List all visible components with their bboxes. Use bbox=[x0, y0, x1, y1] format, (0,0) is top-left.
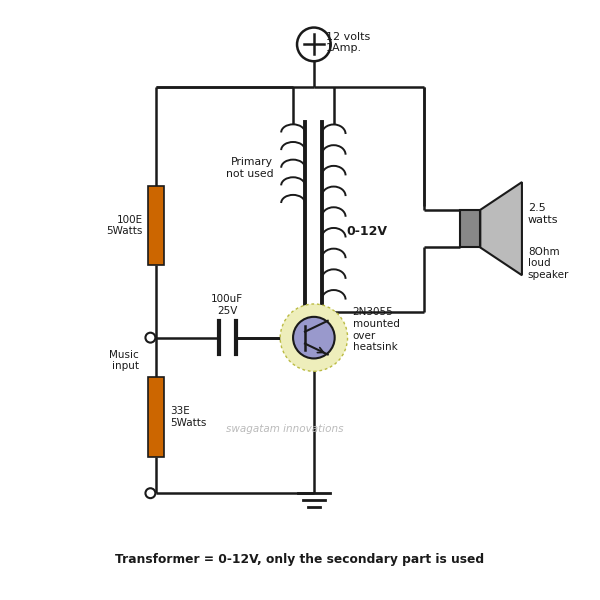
Polygon shape bbox=[481, 182, 522, 275]
Text: 8Ohm
loud
speaker: 8Ohm loud speaker bbox=[528, 247, 569, 280]
Text: 12 volts
1Amp.: 12 volts 1Amp. bbox=[326, 32, 370, 53]
Text: 0-12V: 0-12V bbox=[347, 225, 388, 238]
Bar bbox=[460, 210, 481, 247]
Bar bbox=[148, 377, 164, 457]
Text: Primary
not used: Primary not used bbox=[226, 157, 273, 179]
Circle shape bbox=[280, 304, 347, 371]
Text: Transformer = 0-12V, only the secondary part is used: Transformer = 0-12V, only the secondary … bbox=[115, 553, 485, 566]
Text: 100E
5Watts: 100E 5Watts bbox=[106, 215, 142, 236]
Text: 100uF
25V: 100uF 25V bbox=[211, 294, 243, 316]
Text: 2.5
watts: 2.5 watts bbox=[528, 203, 559, 224]
Bar bbox=[148, 186, 164, 265]
Circle shape bbox=[293, 317, 335, 358]
Text: 33E
5Watts: 33E 5Watts bbox=[170, 406, 206, 428]
Text: Music
input: Music input bbox=[109, 350, 139, 371]
Text: 2N3055
mounted
over
heatsink: 2N3055 mounted over heatsink bbox=[353, 307, 400, 352]
Text: swagatam innovations: swagatam innovations bbox=[226, 424, 344, 434]
